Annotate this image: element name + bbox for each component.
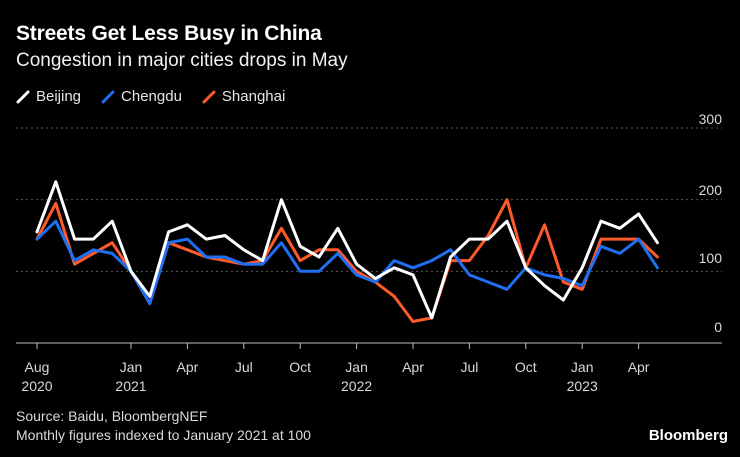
x-tick-label-2021-07: Jul <box>235 359 253 375</box>
x-tick-label-2020-08: Aug <box>25 359 50 375</box>
x-tick-label-2021-01: Jan <box>120 359 143 375</box>
series-line-chengdu <box>35 219 659 306</box>
legend: Beijing Chengdu Shanghai <box>16 88 285 105</box>
legend-item-chengdu: Chengdu <box>101 88 182 105</box>
x-tick-label-2022-10: Oct <box>515 359 537 375</box>
legend-label-beijing: Beijing <box>36 88 82 105</box>
y-tick-label-300: 300 <box>699 111 723 127</box>
chart-title: Streets Get Less Busy in China <box>16 22 322 45</box>
x-tick-label-2023-01: Jan <box>571 359 594 375</box>
legend-label-shanghai: Shanghai <box>221 88 286 105</box>
legend-swatch-shanghai <box>202 90 216 103</box>
y-tick-label-100: 100 <box>699 250 723 266</box>
series-line-shanghai <box>35 198 659 323</box>
x-tick-label-2022-07: Jul <box>460 359 478 375</box>
x-tick-label-2021-04: Apr <box>177 359 199 375</box>
x-tick-year-2020-08: 2020 <box>21 378 52 394</box>
bloomberg-logo: Bloomberg <box>648 427 728 444</box>
legend-swatch-chengdu <box>101 90 115 103</box>
y-tick-label-200: 200 <box>699 182 723 198</box>
index-note: Monthly figures indexed to January 2021 … <box>16 427 311 443</box>
x-tick-label-2022-01: Jan <box>345 359 368 375</box>
series-line-beijing <box>35 180 659 320</box>
source-note: Source: Baidu, BloombergNEF <box>16 408 208 424</box>
x-tick-year-2022-01: 2022 <box>341 378 372 394</box>
x-tick-year-2021-01: 2021 <box>115 378 146 394</box>
x-tick-year-2023-01: 2023 <box>567 378 598 394</box>
x-tick-label-2022-04: Apr <box>402 359 424 375</box>
x-tick-label-2021-10: Oct <box>289 359 311 375</box>
legend-label-chengdu: Chengdu <box>121 88 182 105</box>
x-tick-label-2023-04: Apr <box>628 359 650 375</box>
chart-subtitle: Congestion in major cities drops in May <box>16 50 348 71</box>
legend-swatch-beijing <box>16 90 30 103</box>
legend-item-shanghai: Shanghai <box>202 88 285 105</box>
y-tick-label-0: 0 <box>714 319 722 335</box>
legend-item-beijing: Beijing <box>16 88 81 105</box>
